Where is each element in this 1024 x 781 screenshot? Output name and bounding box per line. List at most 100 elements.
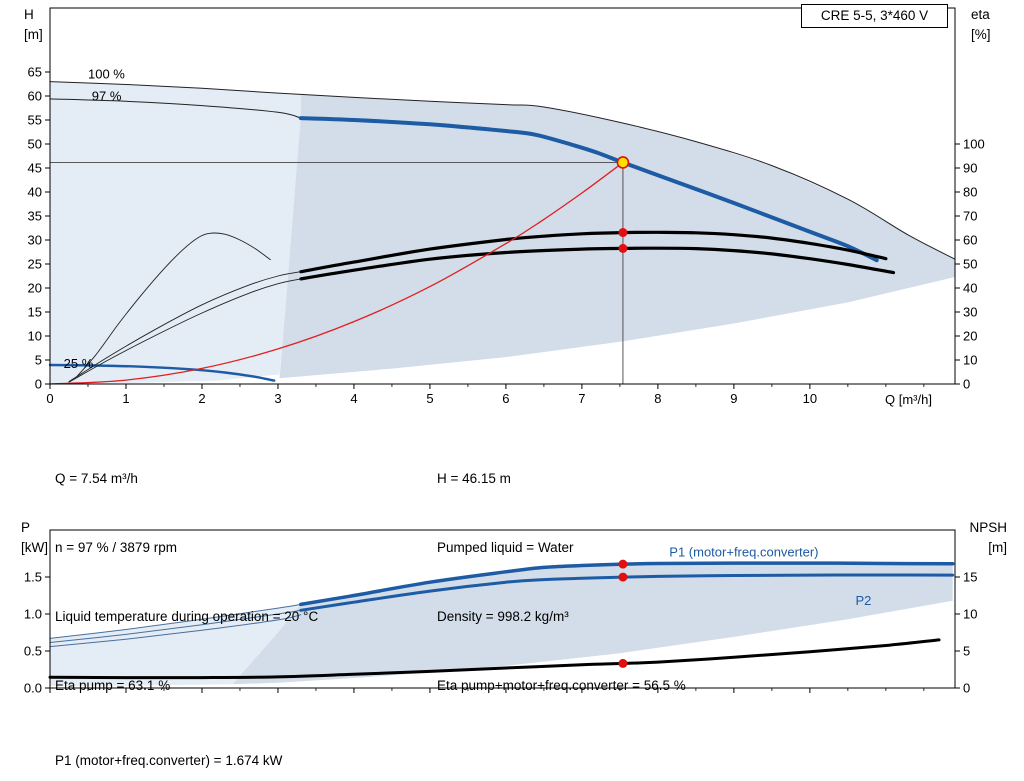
eta-axis-unit: [%] [971,27,991,42]
tick-label: 0 [46,391,53,406]
envelope-light-area [50,81,301,384]
tick-label: 70 [963,209,977,224]
tick-label: 6 [502,391,509,406]
tick-label: 50 [28,137,42,152]
tick-label: 100 [963,137,985,152]
eta-pump-duty-dot [618,228,628,238]
head-y-axis-symbol: H [24,7,34,22]
curve-25pct [48,363,276,382]
head-y-axis-label: H [m] [24,5,43,45]
tick-label: 65 [28,65,42,80]
eta-axis-symbol: eta [971,7,990,22]
x-axis-title: Q [m³/h] [885,392,932,407]
duty-info-left: Q = 7.54 m³/h n = 97 % / 3879 rpm Liquid… [55,421,318,743]
info-head: H = 46.15 m [437,471,511,486]
p1-duty-dot [618,559,628,569]
tick-label: 50 [963,257,977,272]
envelope-dark-area [279,94,955,379]
eta-reduced-speed-arc [76,232,271,378]
tick-label: 10 [28,329,42,344]
head-y-axis-unit: [m] [24,27,43,42]
tick-label: 0 [963,681,970,696]
head-chart-group: 0 1 2 3 4 5 6 7 8 9 10 Q [m³/h]05101520253035404550… [28,7,985,407]
tick-label: 1.0 [24,607,42,622]
tick-label: 40 [28,185,42,200]
eta-pump-thin [68,271,302,383]
info-eta-pump: Eta pump = 63.1 % [55,678,171,693]
system-curve [49,161,624,385]
info-eta-total: Eta pump+motor+freq.converter = 56.5 % [437,678,686,693]
eta-total-thin [68,278,302,383]
p1-curve [299,561,955,607]
curve-label: P2 [855,593,871,608]
tick-label: 10 [803,391,817,406]
tick-label: 1.5 [24,570,42,585]
tick-label: 5 [35,353,42,368]
power-info: P1 (motor+freq.converter) = 1.674 kW P2 … [55,703,282,781]
curve-label: P1 (motor+freq.converter) [669,544,818,559]
tick-label: 60 [963,233,977,248]
tick-label: 5 [963,644,970,659]
npsh-axis-label: NPSH [m] [945,518,1007,558]
tick-label: 1 [122,391,129,406]
curve-97pct-main [298,116,879,263]
tick-label: 0 [963,377,970,392]
tick-label: 10 [963,353,977,368]
tick-label: 0.5 [24,644,42,659]
tick-label: 3 [274,391,281,406]
tick-label: 40 [963,281,977,296]
npsh-duty-dot [618,658,628,668]
power-chart-group: 0.0 0.5 1.0 1.5 0 5 10 15 P1 (motor+freq.convert… [24,529,977,696]
eta-pump-curve [299,230,888,274]
tick-label: 7 [578,391,585,406]
info-p1: P1 (motor+freq.converter) = 1.674 kW [55,753,283,768]
curve-100pct [49,81,956,260]
tick-label: 55 [28,113,42,128]
info-liquid-temp: Liquid temperature during operation = 20… [55,609,319,624]
power-y-axis-label: P [kW] [21,518,48,558]
duty-point-marker [616,156,630,169]
head-chart-frame [49,7,956,385]
curve-label: 25 % [64,356,94,371]
tick-label: 30 [963,305,977,320]
power-y-axis-unit: [kW] [21,540,48,555]
npsh-axis-unit: [m] [988,540,1007,555]
power-y-axis-symbol: P [21,520,31,535]
tick-label: 10 [963,607,977,622]
p-thin-3 [49,614,302,648]
info-flow: Q = 7.54 m³/h [55,471,138,486]
p2-thin-100 [49,609,302,643]
eta-axis-label: eta [%] [971,5,991,45]
tick-label: 15 [28,305,42,320]
npsh-axis-symbol: NPSH [969,520,1007,535]
tick-label: 4 [350,391,357,406]
tick-label: 0.0 [24,681,42,696]
info-pumped-liquid: Pumped liquid = Water [437,540,574,555]
tick-label: 15 [963,570,977,585]
power-envelope-light-area [50,604,301,686]
info-speed: n = 97 % / 3879 rpm [55,540,177,555]
power-chart-frame [49,529,956,689]
tick-label: 20 [28,281,42,296]
tick-label: 90 [963,161,977,176]
p1-thin-100 [49,603,302,639]
p2-duty-dot [618,572,628,582]
tick-label: 8 [654,391,661,406]
curve-label: 100 % [88,67,125,82]
p2-curve [299,573,955,612]
duty-info-right: H = 46.15 m Pumped liquid = Water Densit… [437,421,686,743]
tick-label: 25 [28,257,42,272]
tick-label: 35 [28,209,42,224]
eta-total-curve [299,246,896,281]
tick-label: 60 [28,89,42,104]
tick-label: 30 [28,233,42,248]
tick-label: 0 [35,377,42,392]
tick-label: 9 [730,391,737,406]
tick-label: 20 [963,329,977,344]
tick-label: 2 [198,391,205,406]
tick-label: 5 [426,391,433,406]
curve-label: 97 % [92,88,122,103]
npsh-curve [48,638,941,680]
